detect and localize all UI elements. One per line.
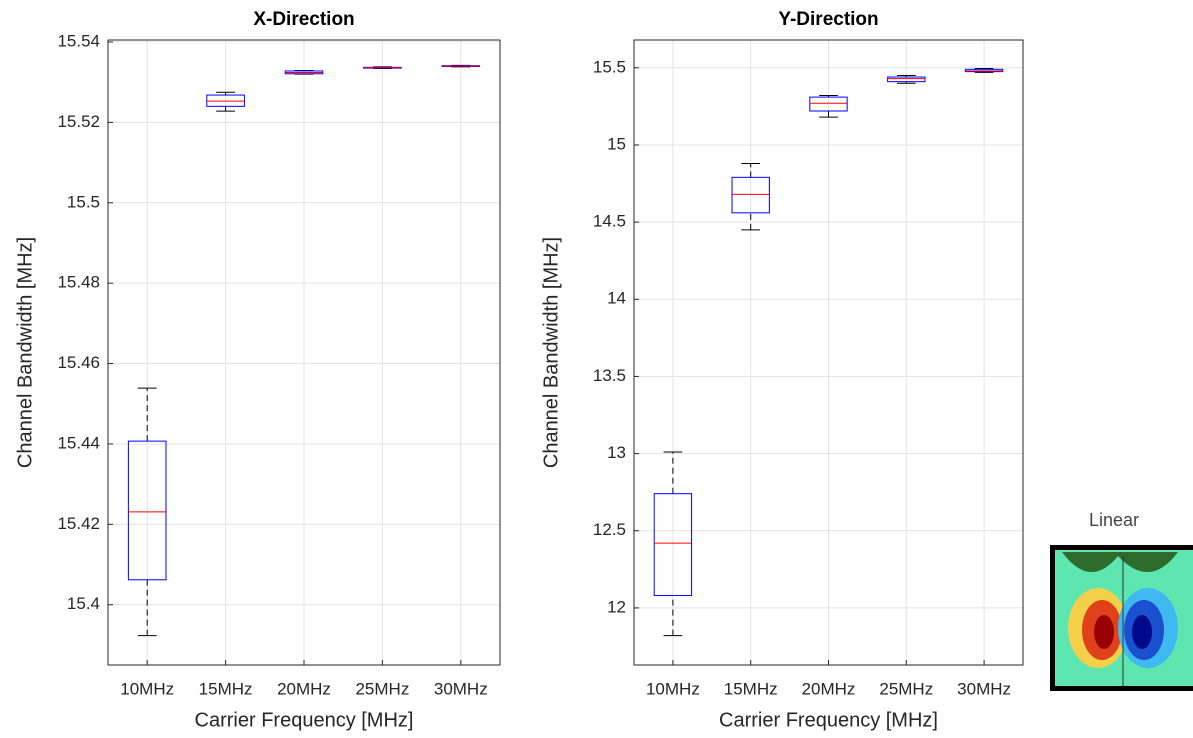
chart: 15.4 15.42 15.44 15.46 15.48 15.5 15.52 15.54 10… bbox=[14, 9, 501, 731]
inset-lobe bbox=[1132, 615, 1152, 649]
y-tick-label: 15.54 bbox=[57, 31, 100, 50]
x-tick-label: 20MHz bbox=[802, 679, 856, 698]
y-tick-label: 15 bbox=[607, 134, 626, 153]
box bbox=[809, 96, 848, 112]
chart-title: Y-Direction bbox=[778, 9, 878, 30]
box bbox=[887, 76, 926, 83]
y-tick-label: 15.4 bbox=[67, 594, 100, 613]
inset-label: Linear bbox=[1089, 510, 1139, 530]
inset-lobe bbox=[1094, 615, 1114, 649]
plot-frame bbox=[633, 39, 1024, 666]
y-axis-label: Channel Bandwidth [MHz] bbox=[14, 237, 36, 468]
x-tick-label: 10MHz bbox=[646, 679, 700, 698]
x-tick-label: 30MHz bbox=[957, 679, 1011, 698]
inset: Linear bbox=[1050, 510, 1193, 691]
y-tick-label: 15.52 bbox=[57, 112, 100, 131]
x-tick-label: 15MHz bbox=[199, 679, 253, 698]
x-axis-label: Carrier Frequency [MHz] bbox=[719, 709, 938, 731]
y-tick-label: 13.5 bbox=[593, 366, 626, 385]
chart-title: X-Direction bbox=[253, 9, 354, 30]
box bbox=[653, 493, 693, 597]
x-tick-label: 25MHz bbox=[879, 679, 933, 698]
y-tick-label: 15.46 bbox=[57, 353, 100, 372]
y-tick-label: 14 bbox=[607, 289, 626, 308]
y-axis-label: Channel Bandwidth [MHz] bbox=[540, 237, 562, 468]
y-tick-label: 12.5 bbox=[593, 520, 626, 539]
y-tick-label: 15.42 bbox=[57, 514, 100, 533]
x-tick-label: 25MHz bbox=[355, 679, 409, 698]
x-tick-label: 15MHz bbox=[724, 679, 778, 698]
y-tick-label: 15.44 bbox=[57, 433, 100, 452]
box bbox=[731, 176, 770, 214]
y-tick-label: 15.5 bbox=[67, 192, 100, 211]
y-tick-label: 15.48 bbox=[57, 273, 100, 292]
x-axis-label: Carrier Frequency [MHz] bbox=[195, 709, 414, 731]
y-tick-label: 13 bbox=[607, 443, 626, 462]
x-tick-label: 30MHz bbox=[434, 679, 488, 698]
y-tick-label: 14.5 bbox=[593, 212, 626, 231]
box bbox=[127, 440, 167, 581]
inset-shape bbox=[1062, 552, 1178, 573]
y-tick-label: 12 bbox=[607, 597, 626, 616]
y-tick-label: 15.5 bbox=[593, 57, 626, 76]
plot-frame bbox=[107, 39, 501, 666]
chart: 12 12.5 13 13.5 14 14.5 15 15.5 10MHz 15MHz 20MHz 2… bbox=[540, 9, 1024, 731]
x-tick-label: 10MHz bbox=[120, 679, 174, 698]
x-tick-label: 20MHz bbox=[277, 679, 331, 698]
